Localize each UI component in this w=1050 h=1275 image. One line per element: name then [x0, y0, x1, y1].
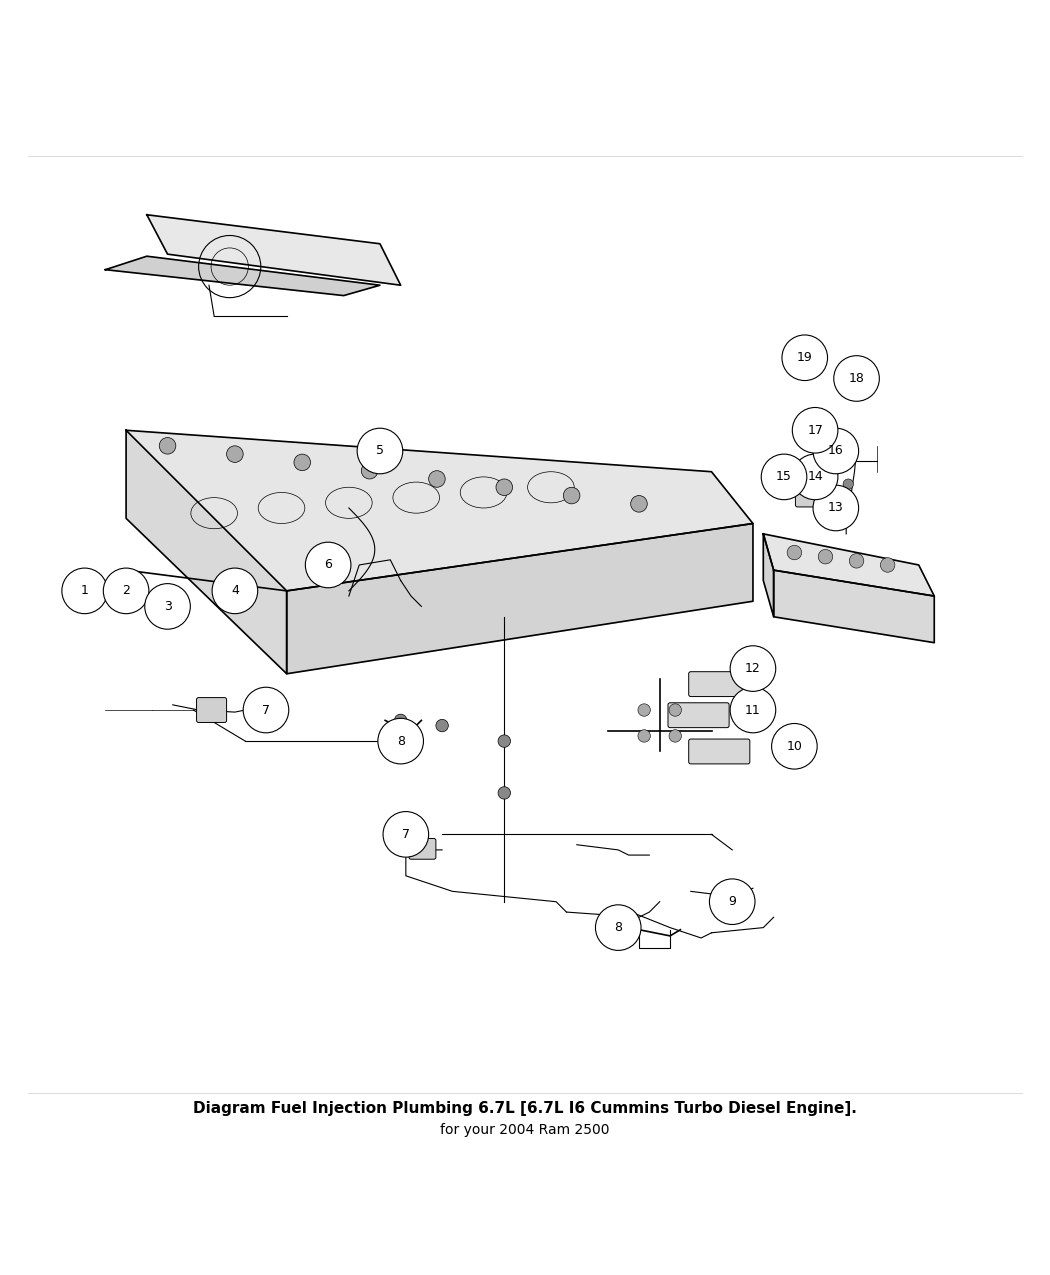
Circle shape [498, 787, 510, 799]
Circle shape [818, 550, 833, 564]
Text: 15: 15 [776, 470, 792, 483]
Circle shape [436, 719, 448, 732]
Circle shape [834, 356, 879, 402]
Text: for your 2004 Ram 2500: for your 2004 Ram 2500 [440, 1123, 610, 1136]
Text: 1: 1 [81, 584, 88, 598]
Polygon shape [763, 534, 774, 617]
Circle shape [793, 454, 838, 500]
Circle shape [880, 557, 895, 572]
Circle shape [730, 646, 776, 691]
Polygon shape [774, 570, 934, 643]
Polygon shape [763, 534, 934, 595]
Circle shape [428, 470, 445, 487]
Text: 6: 6 [324, 558, 332, 571]
FancyBboxPatch shape [689, 740, 750, 764]
Circle shape [62, 569, 107, 613]
Circle shape [782, 335, 827, 380]
FancyBboxPatch shape [408, 839, 436, 859]
Circle shape [841, 502, 852, 513]
Text: 4: 4 [231, 584, 238, 598]
Circle shape [595, 905, 642, 950]
Circle shape [761, 454, 806, 500]
Text: 7: 7 [402, 827, 410, 840]
Circle shape [212, 569, 257, 613]
Text: 12: 12 [746, 662, 761, 674]
Text: 19: 19 [797, 351, 813, 365]
Circle shape [564, 487, 580, 504]
Text: 10: 10 [786, 740, 802, 752]
Text: 7: 7 [261, 704, 270, 717]
Polygon shape [287, 524, 753, 673]
Circle shape [813, 486, 859, 530]
Text: 13: 13 [828, 501, 844, 515]
Circle shape [631, 496, 647, 513]
Circle shape [378, 718, 423, 764]
Circle shape [306, 542, 351, 588]
Circle shape [103, 569, 149, 613]
Text: 14: 14 [807, 470, 823, 483]
Circle shape [496, 479, 512, 496]
Text: 8: 8 [397, 734, 404, 747]
Circle shape [361, 463, 378, 479]
Circle shape [357, 428, 403, 474]
Circle shape [498, 734, 510, 747]
Circle shape [638, 704, 650, 717]
Polygon shape [147, 214, 401, 286]
Circle shape [793, 408, 838, 453]
Text: 2: 2 [122, 584, 130, 598]
Polygon shape [126, 430, 287, 673]
Circle shape [395, 714, 407, 727]
Circle shape [788, 546, 801, 560]
Circle shape [145, 584, 190, 629]
Circle shape [638, 729, 650, 742]
Text: 8: 8 [614, 921, 623, 935]
Circle shape [160, 437, 175, 454]
Circle shape [669, 704, 681, 717]
Text: 17: 17 [807, 423, 823, 437]
FancyBboxPatch shape [720, 886, 747, 905]
Circle shape [772, 723, 817, 769]
Text: 11: 11 [746, 704, 761, 717]
Text: 16: 16 [828, 445, 844, 458]
Circle shape [383, 812, 428, 857]
FancyBboxPatch shape [668, 703, 729, 728]
Circle shape [843, 479, 854, 490]
FancyBboxPatch shape [196, 697, 227, 723]
Circle shape [849, 553, 864, 569]
FancyBboxPatch shape [796, 486, 825, 507]
Text: Diagram Fuel Injection Plumbing 6.7L [6.7L I6 Cummins Turbo Diesel Engine].: Diagram Fuel Injection Plumbing 6.7L [6.… [193, 1102, 857, 1117]
Circle shape [669, 729, 681, 742]
Circle shape [710, 878, 755, 924]
Circle shape [294, 454, 311, 470]
Text: 18: 18 [848, 372, 864, 385]
Text: 5: 5 [376, 445, 384, 458]
Polygon shape [105, 256, 380, 296]
FancyBboxPatch shape [689, 672, 750, 696]
Circle shape [227, 446, 244, 463]
Text: 9: 9 [729, 895, 736, 908]
Text: 3: 3 [164, 601, 171, 613]
Circle shape [730, 687, 776, 733]
Circle shape [813, 428, 859, 474]
Circle shape [244, 687, 289, 733]
Polygon shape [126, 430, 753, 590]
